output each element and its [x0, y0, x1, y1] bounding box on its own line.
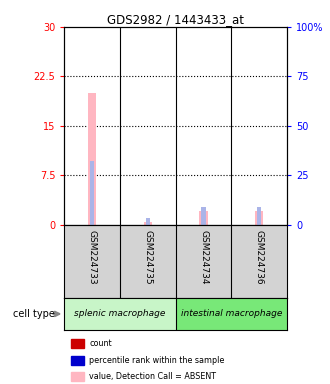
Bar	[255, 212, 263, 225]
Bar	[257, 207, 261, 225]
Text: GSM224734: GSM224734	[199, 230, 208, 285]
Bar	[199, 212, 208, 225]
Text: count: count	[89, 339, 112, 348]
Text: GSM224736: GSM224736	[255, 230, 264, 285]
Bar	[88, 93, 96, 225]
Text: cell type: cell type	[13, 309, 54, 319]
Text: value, Detection Call = ABSENT: value, Detection Call = ABSENT	[89, 372, 216, 381]
Text: intestinal macrophage: intestinal macrophage	[181, 310, 282, 318]
Bar	[201, 207, 206, 225]
Bar	[90, 161, 94, 225]
Title: GDS2982 / 1443433_at: GDS2982 / 1443433_at	[107, 13, 244, 26]
Bar	[64, 298, 176, 330]
Bar	[176, 298, 287, 330]
Text: GSM224733: GSM224733	[88, 230, 97, 285]
Bar	[144, 222, 152, 225]
Text: splenic macrophage: splenic macrophage	[74, 310, 166, 318]
Bar	[146, 218, 150, 225]
Text: GSM224735: GSM224735	[143, 230, 152, 285]
Text: percentile rank within the sample: percentile rank within the sample	[89, 356, 224, 365]
